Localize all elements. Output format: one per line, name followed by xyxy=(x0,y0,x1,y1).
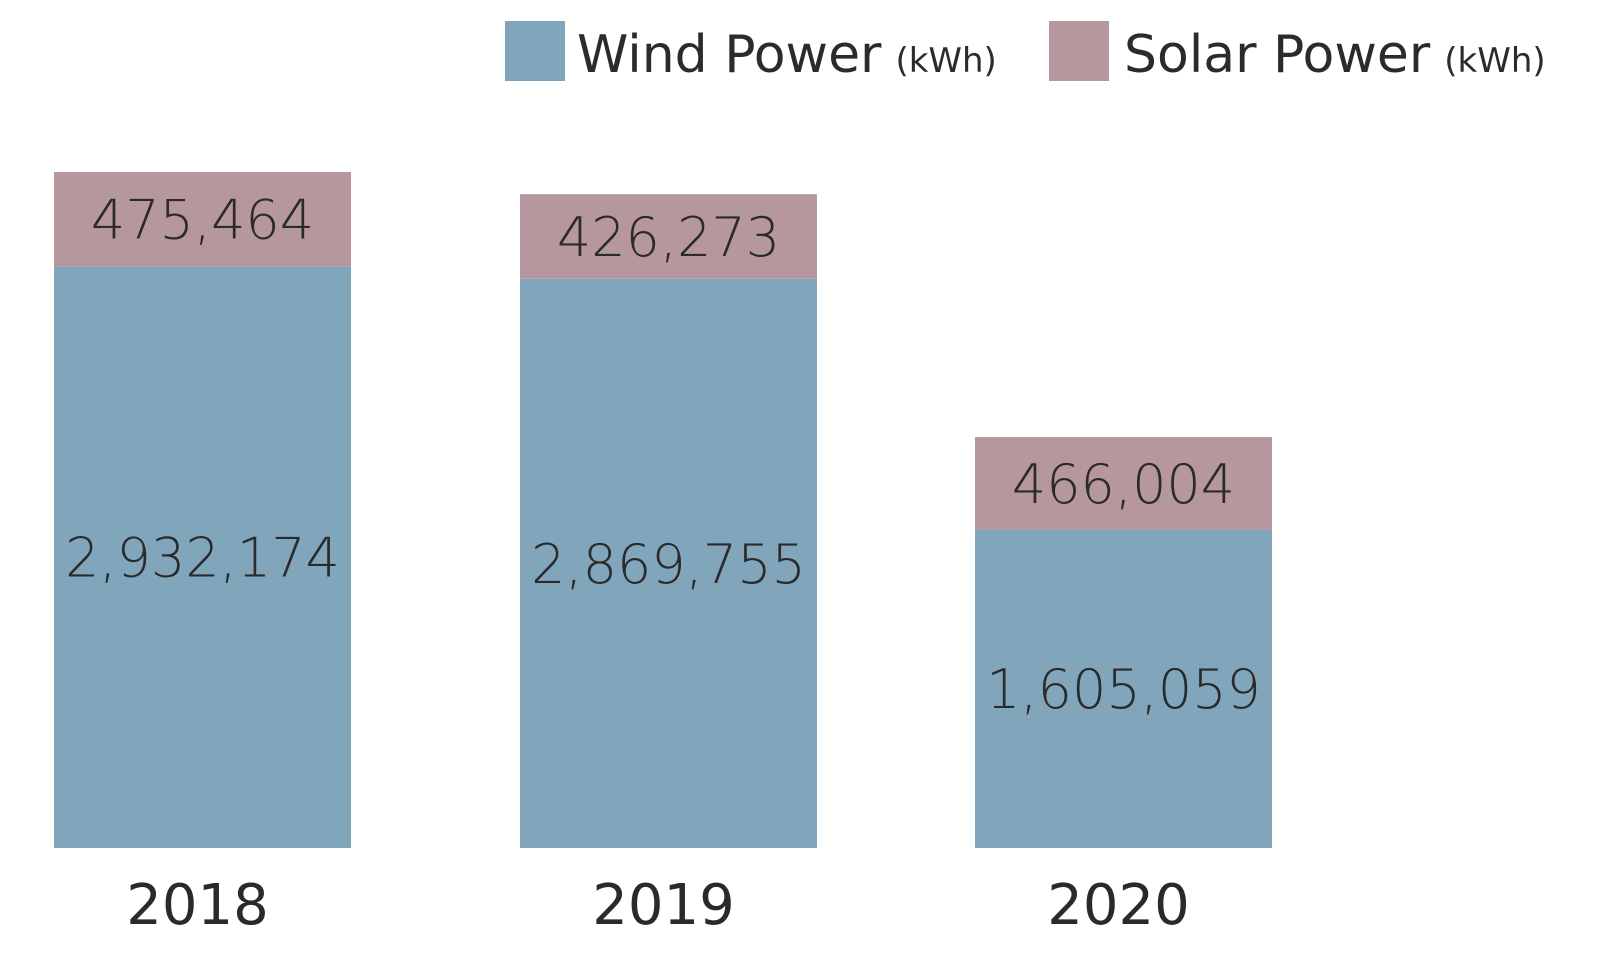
legend-series-unit: (kWh) xyxy=(895,41,996,81)
value-label-solar-power-2020: 466,004 xyxy=(1012,453,1235,516)
value-labels: 2,932,174 475,464 2,869,755 426,273 1,605,05… xyxy=(65,189,1261,722)
legend-series-name: Wind Power xyxy=(577,25,882,85)
legend: Wind Power (kWh) Solar Power (kWh) xyxy=(505,21,1546,85)
legend-swatch-solar-power xyxy=(1049,21,1109,81)
bar-solar-power-2019 xyxy=(520,194,817,279)
value-label-solar-power-2018: 475,464 xyxy=(91,189,314,252)
bar-solar-power-2018 xyxy=(54,172,351,267)
bar-wind-power-2020 xyxy=(975,529,1272,848)
bars xyxy=(54,172,1272,848)
value-label-wind-power-2020: 1,605,059 xyxy=(986,658,1261,721)
legend-swatch-wind-power xyxy=(505,21,565,81)
x-axis: 2018 2019 2020 xyxy=(126,873,1190,938)
bar-wind-power-2019 xyxy=(520,278,817,848)
value-label-wind-power-2019: 2,869,755 xyxy=(531,533,806,596)
x-tick-label-2019: 2019 xyxy=(592,873,735,938)
x-tick-label-2020: 2020 xyxy=(1047,873,1190,938)
legend-series-name: Solar Power xyxy=(1124,25,1431,85)
legend-label-solar-power: Solar Power (kWh) xyxy=(1124,25,1546,85)
legend-label-wind-power: Wind Power (kWh) xyxy=(577,25,997,85)
bar-solar-power-2020 xyxy=(975,437,1272,530)
value-label-wind-power-2018: 2,932,174 xyxy=(65,527,340,590)
legend-series-unit: (kWh) xyxy=(1444,41,1545,81)
x-tick-label-2018: 2018 xyxy=(126,873,269,938)
value-label-solar-power-2019: 426,273 xyxy=(557,206,780,269)
bar-wind-power-2018 xyxy=(54,266,351,848)
